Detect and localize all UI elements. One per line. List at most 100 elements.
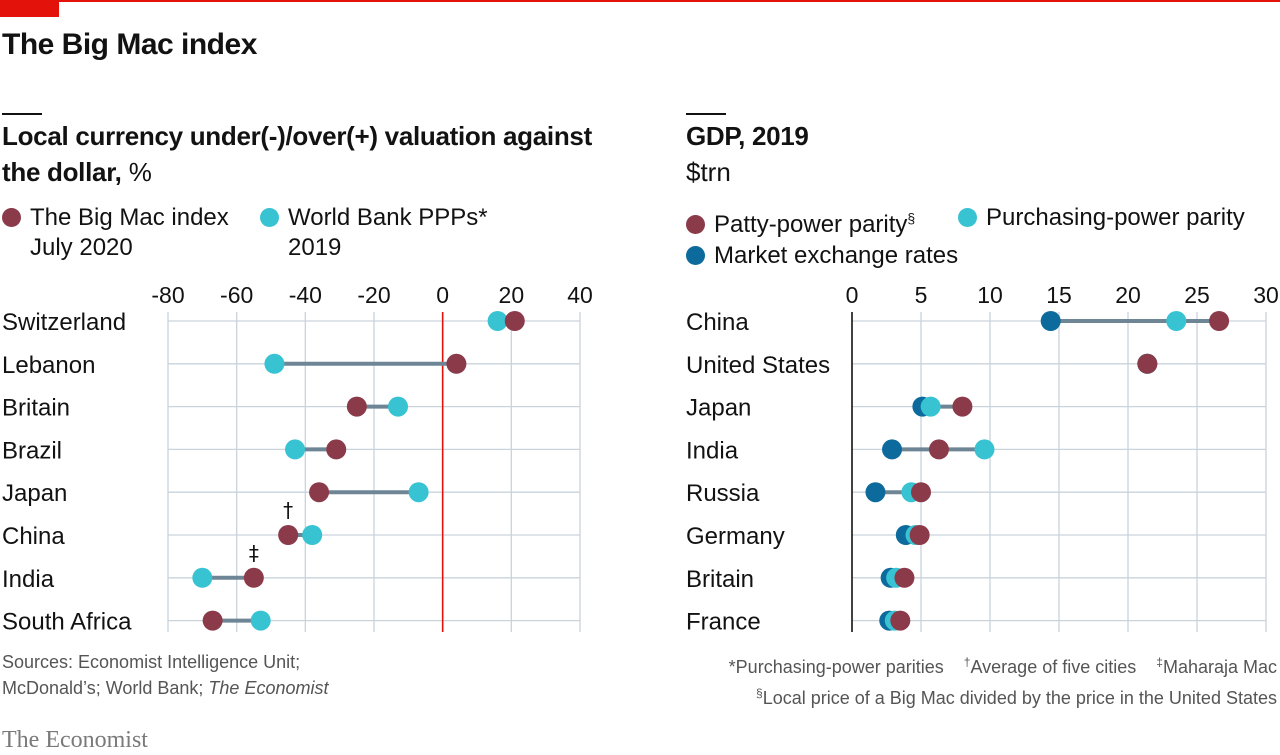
left-dot-the-big-mac-index-south-africa bbox=[202, 610, 223, 631]
left-category-label-brazil: Brazil bbox=[2, 437, 62, 464]
right-dot-patty-power-parity-japan bbox=[952, 396, 973, 417]
left-tick-label-20: 20 bbox=[499, 282, 525, 308]
left-category-label-south-africa: South Africa bbox=[2, 609, 132, 636]
right-tick-label-25: 25 bbox=[1184, 282, 1210, 308]
legend-item-world-bank: World Bank PPPs* 2019 bbox=[260, 203, 488, 263]
left-category-label-switzerland: Switzerland bbox=[2, 309, 126, 336]
footnote-dagger: Average of five cities bbox=[970, 657, 1137, 677]
right-dot-market-exchange-rates-china bbox=[1040, 311, 1061, 331]
left-chart-unit: % bbox=[128, 157, 152, 187]
economist-logo-text: The Economist bbox=[2, 727, 148, 753]
right-dot-purchasing-power-parity-india bbox=[974, 439, 995, 460]
left-title-rule bbox=[2, 113, 42, 115]
right-dot-patty-power-parity-russia bbox=[911, 482, 931, 503]
right-category-label-japan: Japan bbox=[686, 395, 751, 422]
legend-sup-patty: § bbox=[907, 210, 916, 226]
left-dot-world-bank-ppps-lebanon bbox=[264, 353, 285, 374]
right-category-label-france: France bbox=[686, 609, 761, 636]
left-tick-label-60: -60 bbox=[220, 282, 253, 308]
right-tick-label-30: 30 bbox=[1253, 282, 1279, 308]
left-tick-label-20: -20 bbox=[357, 282, 390, 308]
right-dot-market-exchange-rates-russia bbox=[865, 482, 886, 503]
left-tick-label-0: 0 bbox=[436, 282, 449, 308]
footnote-section: Local price of a Big Mac divided by the … bbox=[762, 688, 1277, 708]
right-dot-purchasing-power-parity-japan bbox=[920, 396, 941, 417]
right-chart-unit: $trn bbox=[686, 157, 731, 187]
right-dot-purchasing-power-parity-china bbox=[1166, 311, 1187, 331]
sources-publication: The Economist bbox=[208, 678, 329, 698]
right-dot-patty-power-parity-united-states bbox=[1137, 353, 1158, 374]
right-tick-label-15: 15 bbox=[1046, 282, 1072, 308]
legend-dot-ppp bbox=[958, 208, 977, 227]
right-tick-label-10: 10 bbox=[977, 282, 1003, 308]
top-red-tab bbox=[0, 0, 59, 17]
footnote-section-symbol: § bbox=[756, 686, 763, 700]
left-dot-world-bank-ppps-india bbox=[192, 567, 213, 588]
right-category-label-china: China bbox=[686, 309, 749, 336]
footnote-ppp: *Purchasing-power parities bbox=[728, 657, 944, 677]
left-tick-label-80: -80 bbox=[151, 282, 184, 308]
right-category-label-india: India bbox=[686, 437, 739, 464]
right-footer: *Purchasing-power parities †Average of f… bbox=[729, 649, 1277, 711]
footnote-double-dagger: Maharaja Mac bbox=[1162, 657, 1277, 677]
footnote-dagger-symbol: † bbox=[963, 655, 971, 669]
left-category-label-britain: Britain bbox=[2, 395, 70, 422]
left-chart-title-text: Local currency under(-)/over(+) valuatio… bbox=[2, 121, 592, 187]
legend-label-market: Market exchange rates bbox=[714, 242, 959, 269]
left-dot-the-big-mac-index-china bbox=[278, 525, 299, 545]
legend-dot-patty bbox=[686, 215, 705, 234]
left-dot-the-big-mac-index-switzerland bbox=[504, 311, 525, 331]
right-chart-title-text: GDP, 2019 bbox=[686, 121, 809, 151]
left-footer: Sources: Economist Intelligence Unit; Mc… bbox=[2, 649, 328, 701]
legend-item-big-mac: The Big Mac index July 2020 bbox=[2, 203, 229, 263]
right-tick-label-5: 5 bbox=[915, 282, 928, 308]
left-category-label-lebanon: Lebanon bbox=[2, 352, 95, 379]
right-dot-market-exchange-rates-india bbox=[882, 439, 903, 460]
legend-sub-world-bank: 2019 bbox=[288, 234, 342, 261]
right-chart-title: GDP, 2019 $trn bbox=[686, 118, 1246, 190]
left-dot-world-bank-ppps-japan bbox=[408, 482, 429, 503]
right-tick-label-0: 0 bbox=[846, 282, 859, 308]
right-dot-patty-power-parity-britain bbox=[894, 567, 915, 588]
left-tick-label-40: -40 bbox=[289, 282, 322, 308]
legend-dot-big-mac bbox=[2, 208, 21, 227]
legend-item-market: Market exchange rates bbox=[686, 241, 958, 271]
right-category-label-germany: Germany bbox=[686, 523, 785, 550]
right-title-rule bbox=[686, 113, 726, 115]
left-dot-world-bank-ppps-brazil bbox=[285, 439, 306, 460]
right-category-label-united-states: United States bbox=[686, 352, 830, 379]
legend-label-patty: Patty-power parity bbox=[714, 211, 908, 238]
legend-label-ppp: Purchasing-power parity bbox=[986, 204, 1245, 231]
right-category-label-russia: Russia bbox=[686, 480, 760, 507]
left-dot-world-bank-ppps-china bbox=[302, 525, 323, 545]
left-chart-title: Local currency under(-)/over(+) valuatio… bbox=[2, 118, 602, 190]
sources-line-1: Sources: Economist Intelligence Unit; bbox=[2, 652, 301, 672]
left-annotation-india: ‡ bbox=[249, 541, 259, 565]
right-category-label-britain: Britain bbox=[686, 566, 754, 593]
right-dot-patty-power-parity-india bbox=[928, 439, 949, 460]
sources-line-2: McDonald’s; World Bank; bbox=[2, 678, 209, 698]
left-annotation-china: † bbox=[283, 498, 293, 522]
left-dot-world-bank-ppps-south-africa bbox=[250, 610, 271, 631]
left-dot-the-big-mac-index-japan bbox=[309, 482, 330, 503]
left-dot-the-big-mac-index-india bbox=[243, 567, 264, 588]
left-category-label-india: India bbox=[2, 566, 55, 593]
top-red-line bbox=[0, 0, 1280, 2]
legend-label-big-mac: The Big Mac index bbox=[30, 204, 229, 231]
right-dot-patty-power-parity-france bbox=[890, 610, 911, 631]
right-dot-patty-power-parity-germany bbox=[909, 525, 930, 545]
left-category-label-japan: Japan bbox=[2, 480, 67, 507]
left-dot-the-big-mac-index-britain bbox=[346, 396, 367, 417]
left-tick-label-40: 40 bbox=[567, 282, 593, 308]
left-category-label-china: China bbox=[2, 523, 65, 550]
legend-sub-big-mac: July 2020 bbox=[30, 234, 133, 261]
left-dot-the-big-mac-index-lebanon bbox=[446, 353, 467, 374]
legend-item-patty: Patty-power parity§ bbox=[686, 203, 915, 240]
legend-label-world-bank: World Bank PPPs* bbox=[288, 204, 488, 231]
right-tick-label-20: 20 bbox=[1115, 282, 1141, 308]
footnote-double-dagger-symbol: ‡ bbox=[1156, 655, 1163, 669]
legend-dot-world-bank bbox=[260, 208, 279, 227]
left-dot-the-big-mac-index-brazil bbox=[326, 439, 347, 460]
right-dot-patty-power-parity-china bbox=[1209, 311, 1230, 331]
